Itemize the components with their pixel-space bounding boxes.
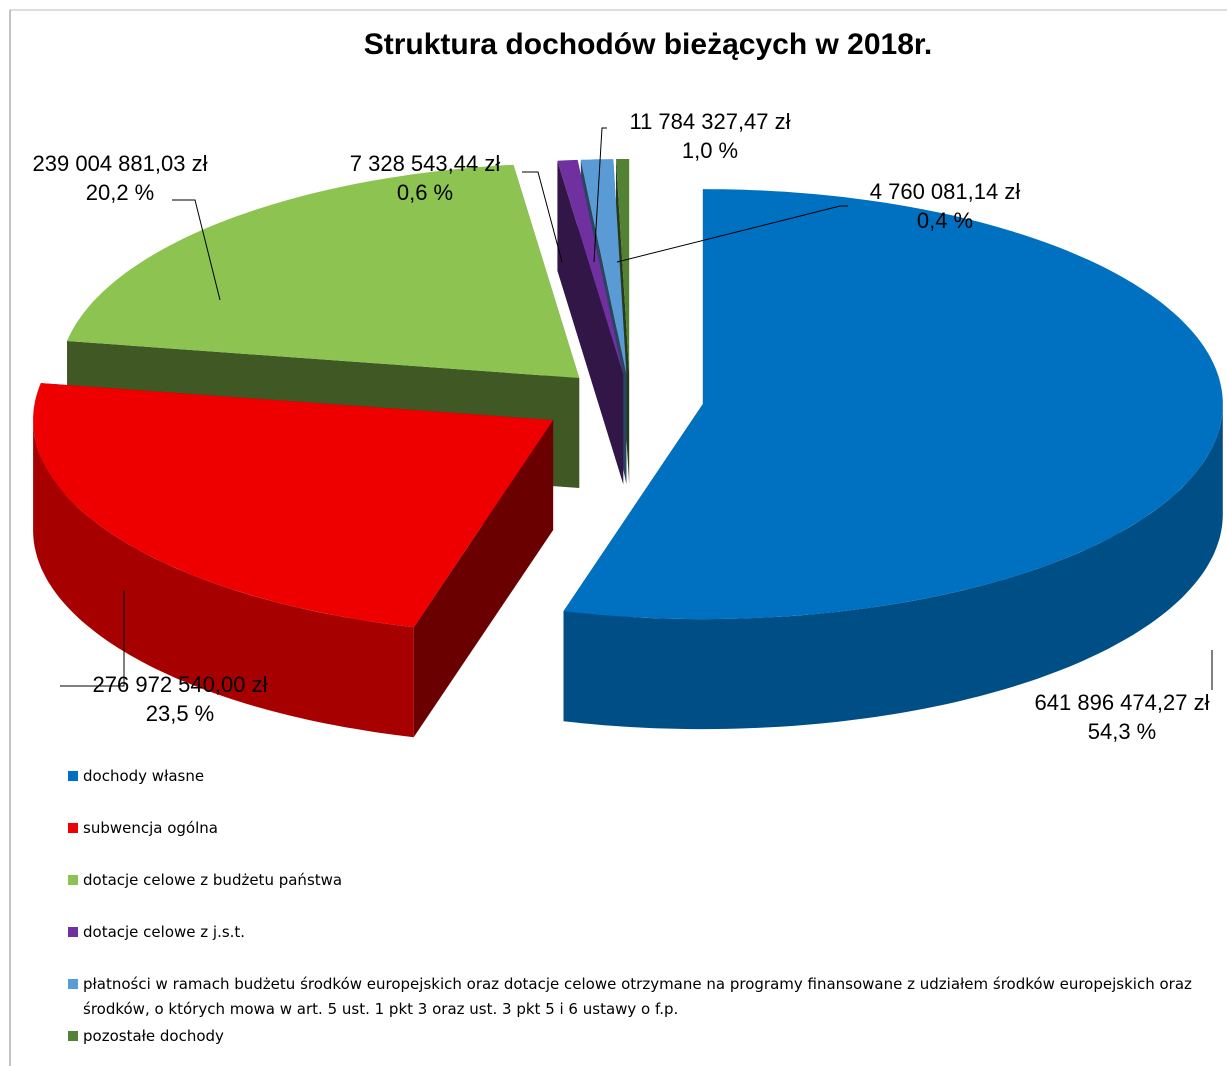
leader-line [522, 171, 563, 263]
slice [33, 383, 554, 738]
slice-top [33, 383, 554, 628]
data-label: 11 784 327,47 zł [629, 109, 790, 134]
slice-top [67, 164, 580, 378]
data-label-percent: 0,4 % [917, 208, 973, 233]
legend-swatch [68, 979, 78, 989]
leader-line [616, 205, 848, 263]
legend-item: dotacje celowe z budżetu państwa [68, 868, 1198, 893]
data-label: 4 760 081,14 zł [870, 179, 1021, 204]
slice-top [616, 159, 630, 374]
legend-item: dochody własne [68, 764, 1198, 789]
slice-top [580, 159, 627, 374]
slice-side [563, 404, 1223, 730]
slice-top [563, 189, 1223, 620]
legend-swatch [68, 927, 78, 937]
leader-line [593, 127, 607, 263]
data-label-percent: 54,3 % [1088, 719, 1157, 744]
data-label: 239 004 881,03 zł [33, 151, 208, 176]
legend-label: płatności w ramach budżetu środków europ… [83, 975, 1192, 1018]
data-label-percent: 1,0 % [682, 138, 738, 163]
legend-label: dotacje celowe z j.s.t. [83, 923, 246, 941]
data-label-percent: 0,6 % [397, 180, 453, 205]
chart-title: Struktura dochodów bieżących w 2018r. [364, 28, 933, 61]
slice [563, 189, 1223, 730]
legend-swatch [68, 823, 78, 833]
legend-item: dotacje celowe z j.s.t. [68, 920, 1198, 945]
legend-swatch [68, 771, 78, 781]
data-label: 7 328 543,44 zł [350, 151, 501, 176]
legend-label: subwencja ogólna [83, 819, 218, 837]
leader-line [172, 199, 221, 301]
legend-swatch [68, 875, 78, 885]
legend-item: subwencja ogólna [68, 816, 1198, 841]
leader-line [60, 590, 125, 687]
legend-label: dochody własne [83, 767, 205, 785]
slice-top [557, 159, 624, 375]
data-label-percent: 23,5 % [146, 701, 215, 726]
legend-label: pozostałe dochody [83, 1027, 224, 1045]
legend-label: dotacje celowe z budżetu państwa [83, 871, 343, 889]
legend-item: pozostałe dochody [68, 1024, 1198, 1049]
slice [557, 159, 624, 485]
data-label-percent: 20,2 % [86, 180, 155, 205]
data-label: 641 896 474,27 zł [1035, 690, 1210, 715]
data-label: 276 972 540,00 zł [93, 672, 268, 697]
slice-side [33, 420, 414, 738]
legend-item: płatności w ramach budżetu środków europ… [68, 972, 1198, 1022]
legend-swatch [68, 1031, 78, 1041]
